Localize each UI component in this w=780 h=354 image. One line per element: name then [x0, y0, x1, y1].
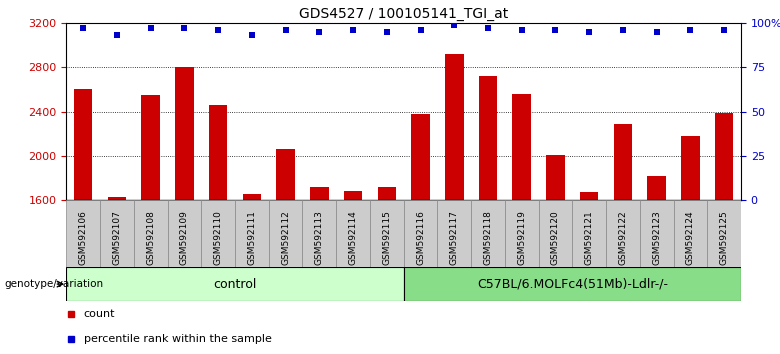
- Bar: [647, 176, 666, 200]
- Bar: [614, 124, 633, 200]
- Text: GSM592108: GSM592108: [146, 210, 155, 265]
- Bar: [546, 155, 565, 200]
- Bar: [580, 192, 598, 200]
- Point: [651, 29, 663, 35]
- Bar: [479, 76, 498, 200]
- Bar: [201, 200, 235, 267]
- Point: [178, 25, 190, 31]
- Point: [77, 25, 90, 31]
- Text: GSM592114: GSM592114: [349, 210, 357, 265]
- Point: [381, 29, 393, 35]
- Text: genotype/variation: genotype/variation: [4, 279, 103, 289]
- Bar: [606, 200, 640, 267]
- Bar: [310, 187, 328, 200]
- Bar: [512, 94, 531, 200]
- Point: [144, 25, 157, 31]
- Bar: [235, 200, 268, 267]
- Text: count: count: [84, 309, 115, 319]
- Bar: [66, 200, 100, 267]
- Bar: [344, 191, 363, 200]
- Bar: [378, 187, 396, 200]
- Bar: [573, 200, 606, 267]
- Point: [246, 33, 258, 38]
- Point: [617, 27, 629, 33]
- Point: [482, 25, 495, 31]
- Bar: [471, 200, 505, 267]
- Bar: [268, 200, 303, 267]
- Text: GSM592113: GSM592113: [315, 210, 324, 265]
- Point: [279, 27, 292, 33]
- Point: [313, 29, 325, 35]
- Bar: [681, 136, 700, 200]
- Bar: [707, 200, 741, 267]
- Text: GSM592112: GSM592112: [281, 210, 290, 265]
- Bar: [411, 114, 430, 200]
- Point: [516, 27, 528, 33]
- Text: GSM592118: GSM592118: [484, 210, 492, 265]
- Bar: [640, 200, 674, 267]
- Bar: [714, 113, 733, 200]
- Bar: [370, 200, 404, 267]
- Bar: [539, 200, 573, 267]
- Bar: [445, 54, 463, 200]
- Bar: [505, 200, 538, 267]
- Text: GSM592106: GSM592106: [79, 210, 87, 265]
- Bar: [438, 200, 471, 267]
- Text: GSM592121: GSM592121: [585, 210, 594, 265]
- Point: [414, 27, 427, 33]
- Point: [549, 27, 562, 33]
- Bar: [134, 200, 168, 267]
- Point: [347, 27, 360, 33]
- Text: GSM592107: GSM592107: [112, 210, 122, 265]
- Point: [212, 27, 225, 33]
- Bar: [74, 89, 93, 200]
- Text: GSM592120: GSM592120: [551, 210, 560, 265]
- Point: [448, 22, 460, 28]
- Bar: [141, 95, 160, 200]
- Bar: [108, 197, 126, 200]
- Bar: [243, 194, 261, 200]
- Text: GSM592109: GSM592109: [180, 210, 189, 265]
- Text: percentile rank within the sample: percentile rank within the sample: [84, 334, 271, 344]
- Point: [583, 29, 595, 35]
- Point: [684, 27, 697, 33]
- Text: GSM592116: GSM592116: [416, 210, 425, 265]
- Text: GSM592123: GSM592123: [652, 210, 661, 265]
- Text: GSM592122: GSM592122: [619, 210, 627, 265]
- Bar: [66, 267, 404, 301]
- Text: GSM592117: GSM592117: [450, 210, 459, 265]
- Text: C57BL/6.MOLFc4(51Mb)-Ldlr-/-: C57BL/6.MOLFc4(51Mb)-Ldlr-/-: [477, 278, 668, 291]
- Bar: [303, 200, 336, 267]
- Title: GDS4527 / 100105141_TGI_at: GDS4527 / 100105141_TGI_at: [299, 7, 509, 21]
- Text: GSM592115: GSM592115: [382, 210, 392, 265]
- Point: [111, 33, 123, 38]
- Bar: [404, 267, 741, 301]
- Text: GSM592119: GSM592119: [517, 210, 526, 265]
- Point: [718, 27, 730, 33]
- Bar: [168, 200, 201, 267]
- Bar: [674, 200, 707, 267]
- Text: GSM592124: GSM592124: [686, 210, 695, 265]
- Bar: [175, 67, 193, 200]
- Bar: [100, 200, 134, 267]
- Text: GSM592125: GSM592125: [720, 210, 729, 265]
- Bar: [336, 200, 370, 267]
- Text: GSM592111: GSM592111: [247, 210, 257, 265]
- Bar: [404, 200, 438, 267]
- Bar: [209, 105, 228, 200]
- Text: control: control: [213, 278, 257, 291]
- Text: GSM592110: GSM592110: [214, 210, 222, 265]
- Bar: [276, 149, 295, 200]
